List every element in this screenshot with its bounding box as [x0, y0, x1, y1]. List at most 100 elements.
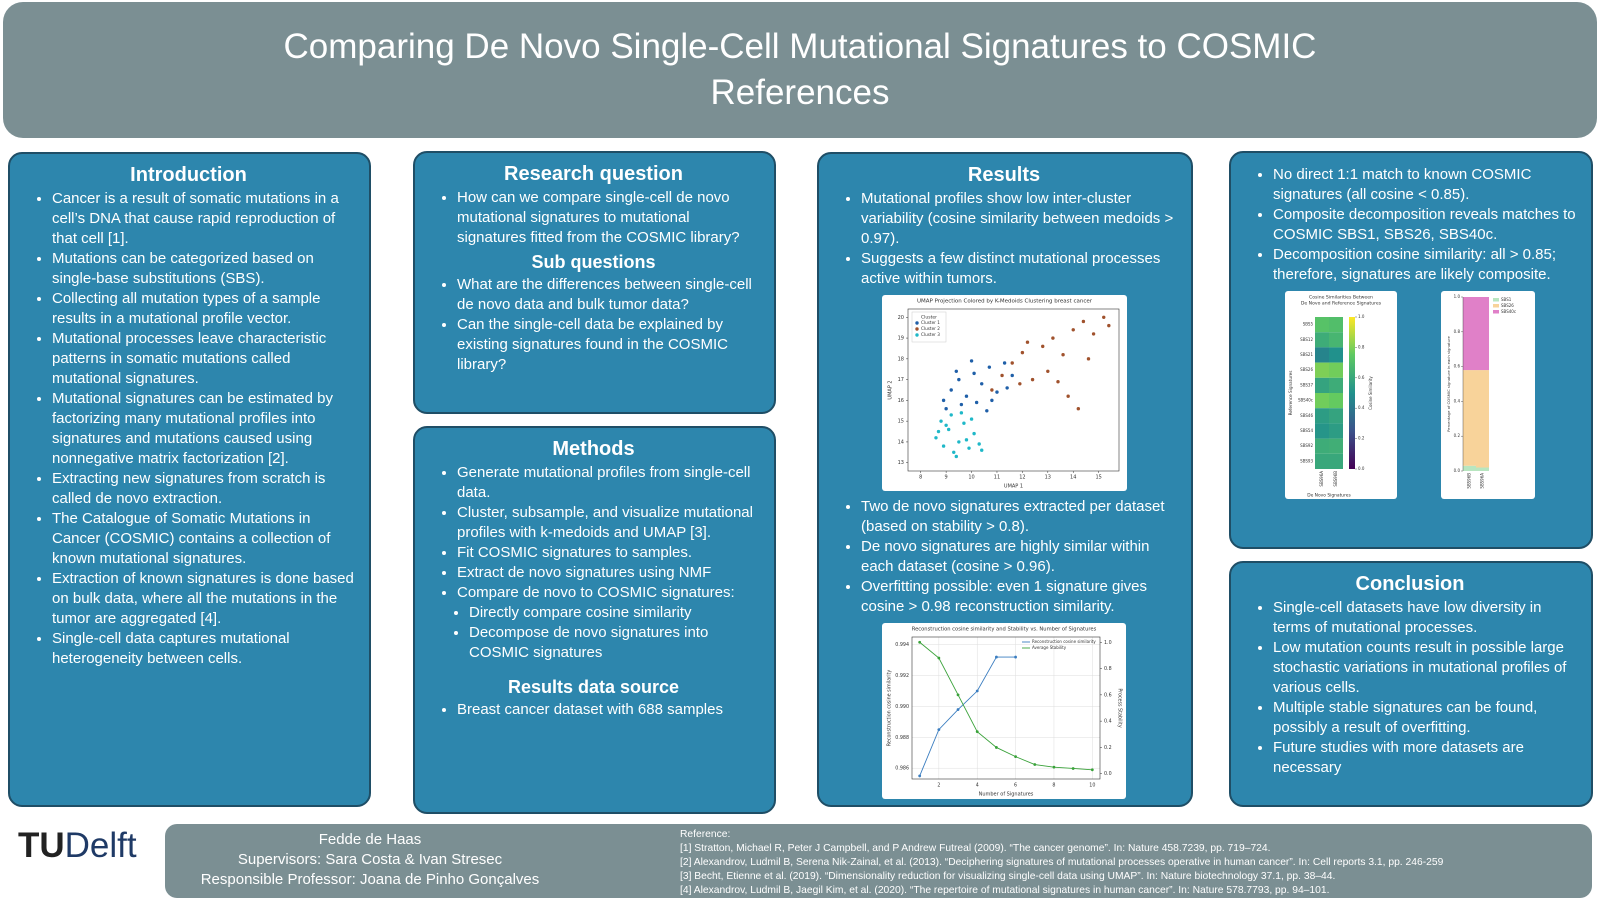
bullet: Suggests a few distinct mutational proce…	[861, 249, 1177, 289]
point	[943, 406, 948, 411]
reference: [3] Becht, Etienne et al. (2019). “Dimen…	[680, 871, 1336, 882]
point	[936, 429, 940, 434]
y-tick-label: 19	[897, 336, 903, 342]
point	[1050, 336, 1055, 340]
heat-cell	[1315, 453, 1329, 469]
bullet: Fit COSMIC signatures to samples.	[457, 543, 760, 563]
heat-cell	[1315, 362, 1329, 378]
point	[949, 413, 953, 417]
x-axis-label: De Novo Signatures	[1307, 493, 1351, 499]
reference-heading: Reference:	[680, 829, 731, 840]
bar-segment	[1476, 370, 1489, 468]
series-marker	[1090, 768, 1094, 772]
series-marker	[1014, 655, 1017, 659]
y-tick-label: 18	[897, 356, 903, 362]
series-marker	[995, 655, 998, 659]
section-heading: Introduction	[130, 164, 247, 186]
series-marker	[956, 693, 960, 697]
figure-title: UMAP Projection Colored by K-Medoids Clu…	[916, 299, 1092, 305]
x-axis-label: UMAP 1	[1003, 484, 1022, 490]
bar-segment	[1476, 297, 1489, 371]
bullet: Breast cancer dataset with 688 samples	[457, 700, 760, 720]
series-marker	[975, 730, 979, 734]
colorbar-tick-label: 0.8	[1358, 344, 1365, 349]
y-tick-label: 0.988	[895, 735, 909, 741]
section-heading: Conclusion	[1355, 573, 1465, 595]
column-label: SBS96A	[1319, 471, 1324, 487]
heat-cell	[1315, 423, 1329, 439]
section-heading: Research question	[504, 163, 683, 185]
x-tick-label: 13	[1044, 475, 1050, 481]
x-tick-label: 14	[1070, 475, 1076, 481]
bullet: Generate mutational profiles from single…	[457, 463, 760, 503]
point	[1017, 382, 1022, 386]
column-label: SBS96B	[1333, 471, 1338, 487]
bullet: Compare de novo to COSMIC signatures:	[457, 583, 760, 603]
sub-bullet-list: Directly compare cosine similarityDecomp…	[427, 603, 760, 663]
y-tick-label: 0.990	[895, 704, 909, 710]
y-tick-label: 0.6	[1454, 364, 1461, 369]
series-marker	[1033, 763, 1037, 766]
point	[974, 400, 978, 405]
point	[1065, 394, 1070, 398]
x-tick-label: 12	[1019, 475, 1025, 481]
x-tick-label: 11	[993, 475, 999, 481]
sub-heading: Sub questions	[531, 252, 656, 272]
point	[969, 359, 973, 363]
series-marker	[937, 728, 941, 732]
bullet-list: Two de novo signatures extracted per dat…	[831, 497, 1177, 617]
heat-cell	[1329, 393, 1343, 409]
legend-swatch	[1493, 298, 1499, 302]
research-panel: Research question How can we compare sin…	[413, 151, 776, 414]
colorbar-tick-label: 0.6	[1358, 375, 1365, 380]
title-bar: Comparing De Novo Single-Cell Mutational…	[3, 2, 1597, 138]
row-label: SBS93	[1300, 458, 1313, 463]
methods-panel: Methods Generate mutational profiles fro…	[413, 426, 776, 814]
point	[989, 398, 994, 403]
series-marker	[1052, 765, 1056, 769]
legend-swatch	[914, 333, 919, 337]
series-marker	[918, 640, 922, 644]
bullet-list: What are the differences between single-…	[427, 275, 760, 375]
bullet: Overfitting possible: even 1 signature g…	[861, 577, 1177, 617]
heat-cell	[1315, 393, 1329, 409]
point	[969, 417, 973, 421]
row-label: SBS92	[1300, 443, 1313, 448]
point	[954, 454, 958, 459]
logo-tu: TU	[18, 826, 65, 865]
point	[959, 411, 963, 415]
series-marker	[975, 689, 979, 693]
bullet: Extracting new signatures from scratch i…	[52, 469, 355, 509]
heat-cell	[1315, 408, 1329, 424]
bullet-list: No direct 1:1 match to known COSMIC sign…	[1243, 165, 1577, 285]
section-heading: Results	[967, 164, 1041, 186]
point	[971, 431, 976, 436]
bullet: Multiple stable signatures can be found,…	[1273, 698, 1577, 738]
bullet: The Catalogue of Somatic Mutations in Ca…	[52, 509, 355, 569]
heat-cell	[1315, 332, 1329, 348]
row-label: SBS40c	[1298, 398, 1313, 403]
heat-cell	[1329, 423, 1343, 439]
point	[938, 419, 943, 423]
bullet: Decomposition cosine similarity: all > 0…	[1273, 245, 1577, 285]
results-continued-panel: No direct 1:1 match to known COSMIC sign…	[1229, 151, 1593, 549]
legend-label: Reconstruction cosine similarity	[1032, 639, 1096, 644]
point	[959, 402, 963, 407]
point	[941, 444, 945, 448]
y-tick-label: 13	[897, 460, 903, 466]
x-tick-label: 10	[968, 475, 974, 481]
colorbar-tick-label: 0.2	[1358, 436, 1365, 441]
series-marker	[995, 746, 998, 749]
point	[1081, 319, 1085, 324]
y2-tick-label: 0.4	[1104, 719, 1112, 725]
point	[1040, 344, 1044, 349]
heat-cell	[1329, 408, 1343, 424]
point	[964, 438, 968, 442]
bar-segment	[1463, 297, 1476, 371]
point	[984, 409, 989, 413]
introduction-panel: Introduction Cancer is a result of somat…	[8, 152, 371, 807]
y-tick-label: 0.2	[1454, 433, 1461, 438]
bullet: Composite decomposition reveals matches …	[1273, 205, 1577, 245]
legend-label: Average Stability	[1032, 645, 1067, 650]
point	[949, 388, 953, 392]
